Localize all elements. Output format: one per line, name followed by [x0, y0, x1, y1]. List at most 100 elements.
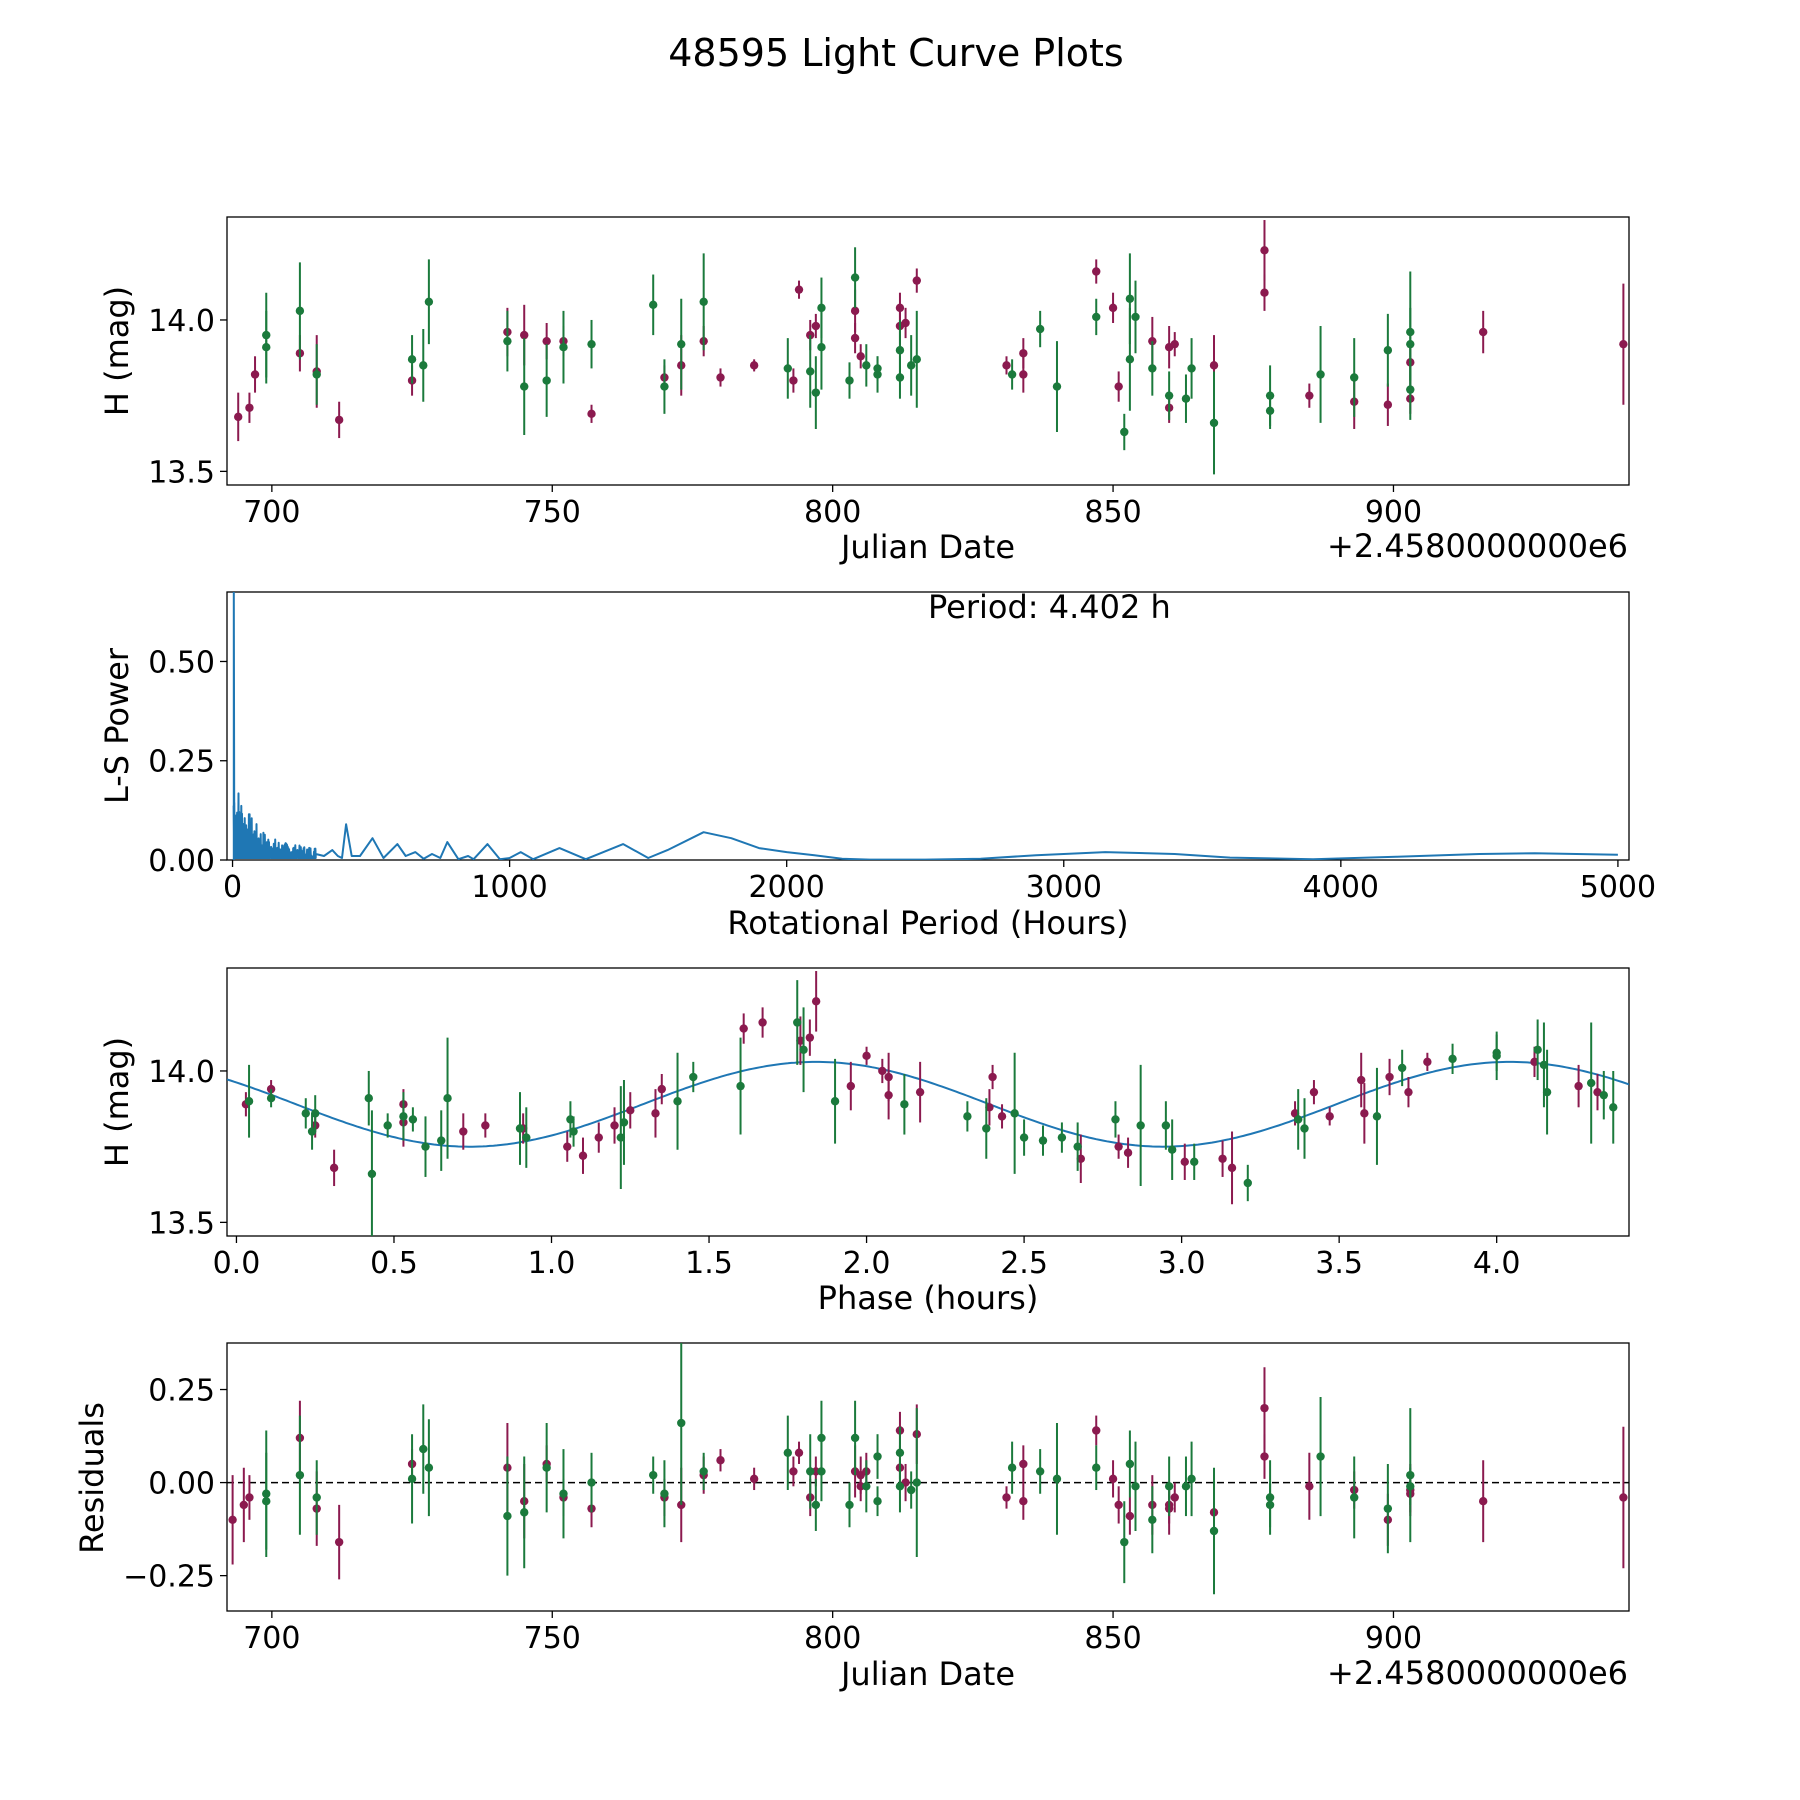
green-data-point: [1187, 364, 1196, 373]
magenta-data-point: [1260, 246, 1269, 255]
magenta-data-point: [901, 318, 910, 328]
green-data-point: [1131, 1482, 1140, 1491]
phase-folded-axes: [226, 967, 1630, 1237]
magenta-data-point: [1360, 1109, 1369, 1118]
green-data-point: [660, 382, 669, 391]
green-data-point: [811, 388, 821, 397]
green-data-point: [520, 1508, 529, 1517]
green-data-point: [367, 1169, 377, 1179]
magenta-data-point: [997, 1112, 1007, 1121]
magenta-data-point: [1530, 1057, 1539, 1067]
green-data-point: [616, 1133, 626, 1142]
magenta-data-point: [878, 1066, 887, 1076]
magenta-data-point: [789, 1467, 798, 1476]
periodogram-curve: [232, 592, 1618, 860]
green-data-point: [783, 364, 792, 373]
plot-area: [227, 971, 1629, 1236]
green-data-point: [906, 361, 916, 370]
green-data-point: [262, 343, 271, 352]
magenta-data-point: [1019, 370, 1028, 379]
magenta-data-point: [1114, 1142, 1123, 1151]
green-data-point: [1019, 1133, 1029, 1142]
green-data-point: [873, 1496, 882, 1506]
x-tick-label: 0: [223, 870, 242, 905]
green-data-point: [1539, 1060, 1549, 1070]
magenta-data-point: [1108, 1474, 1118, 1484]
green-data-point: [1035, 1467, 1045, 1476]
green-data-point: [1209, 418, 1219, 428]
magenta-data-point: [1385, 1072, 1394, 1082]
green-data-point: [1316, 370, 1325, 379]
green-data-point: [817, 1467, 826, 1476]
green-data-point: [845, 1500, 854, 1510]
light-curve-ylabel: H (mag): [98, 286, 136, 416]
magenta-data-point: [677, 1500, 686, 1510]
green-data-point: [912, 355, 921, 364]
green-data-point: [1406, 1482, 1415, 1491]
green-data-point: [1164, 1482, 1174, 1491]
green-data-point: [587, 1478, 596, 1487]
x-tick-label: 2000: [749, 870, 825, 905]
green-data-point: [262, 1496, 271, 1506]
magenta-data-point: [1305, 391, 1314, 400]
magenta-data-point: [1619, 1493, 1628, 1502]
magenta-data-point: [850, 306, 860, 316]
magenta-data-point: [1325, 1112, 1334, 1121]
phase-folded-xlabel: Phase (hours): [818, 1279, 1039, 1317]
light-curve-panel: 700 750 800 850 900 13.5 14.0 Julian Date +2.4…: [98, 216, 1630, 566]
phase-folded-panel: 0.0 0.5 1.0 1.5 2.0 2.5 3.0 3.5 4.0 13.5 14.0 Phas…: [98, 967, 1630, 1317]
green-data-point: [244, 1097, 254, 1106]
magenta-data-point: [1593, 1087, 1602, 1097]
green-data-point: [301, 1109, 310, 1118]
green-data-point: [542, 1463, 551, 1472]
y-tick-label: −0.25: [123, 1560, 215, 1595]
green-data-point: [660, 1489, 669, 1498]
green-data-point: [649, 1470, 658, 1480]
light-curve-axes: [226, 216, 1630, 486]
green-data-point: [520, 382, 529, 391]
green-data-point: [503, 336, 512, 346]
green-data-point: [407, 1474, 417, 1484]
green-data-point: [1125, 294, 1135, 303]
green-data-point: [419, 361, 428, 370]
x-tick-label: 4.0: [1473, 1246, 1521, 1281]
magenta-data-point: [758, 1018, 767, 1027]
green-data-point: [419, 1444, 428, 1454]
magenta-data-point: [862, 1051, 871, 1061]
green-data-point: [850, 1433, 860, 1443]
magenta-data-point: [334, 1537, 344, 1547]
magenta-data-point: [657, 1084, 666, 1094]
green-data-point: [522, 1133, 531, 1142]
green-data-point: [1586, 1078, 1596, 1088]
green-data-point: [699, 1467, 708, 1476]
residuals-ylabel: Residuals: [73, 1402, 111, 1554]
green-data-point: [1167, 1145, 1177, 1154]
green-data-point: [559, 343, 568, 352]
residuals-panel: 700 750 800 850 900 −0.25 0.00 0.25 Julian Date…: [73, 1342, 1630, 1693]
magenta-data-point: [1019, 349, 1028, 358]
green-data-point: [649, 300, 658, 310]
y-tick-label: 0.00: [148, 1467, 215, 1502]
green-data-point: [312, 370, 321, 379]
green-data-point: [1243, 1178, 1252, 1188]
magenta-data-point: [794, 285, 804, 294]
green-data-point: [1161, 1121, 1171, 1130]
green-data-point: [399, 1112, 408, 1121]
x-tick-label: 0.5: [370, 1246, 418, 1281]
magenta-data-point: [796, 1036, 805, 1045]
x-tick-label: 900: [1365, 495, 1422, 530]
green-data-point: [895, 1448, 905, 1458]
magenta-data-point: [1114, 1500, 1123, 1510]
green-data-point: [1073, 1142, 1082, 1151]
green-data-point: [566, 1115, 575, 1124]
magenta-data-point: [915, 1087, 925, 1097]
green-data-point: [407, 355, 417, 364]
green-data-point: [689, 1072, 698, 1082]
green-data-point: [515, 1124, 525, 1133]
magenta-data-point: [1260, 288, 1269, 297]
magenta-data-point: [1092, 267, 1101, 276]
green-data-point: [912, 1478, 921, 1487]
green-data-point: [559, 1489, 568, 1498]
magenta-data-point: [1227, 1163, 1237, 1173]
